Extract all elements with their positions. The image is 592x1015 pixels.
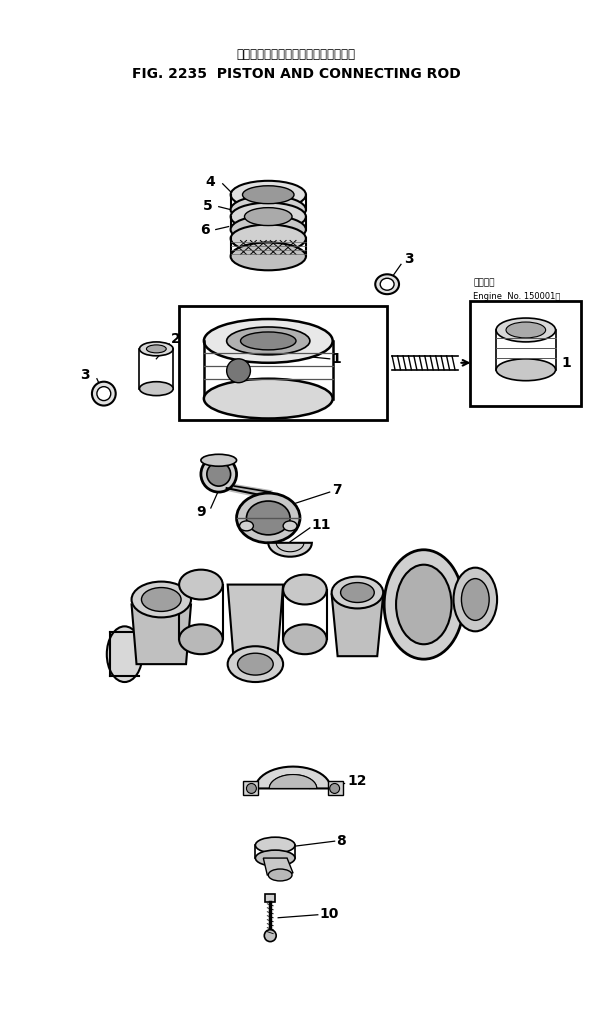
Text: 7: 7 bbox=[332, 483, 341, 497]
Ellipse shape bbox=[140, 382, 173, 396]
Ellipse shape bbox=[283, 521, 297, 531]
Ellipse shape bbox=[332, 577, 383, 608]
Ellipse shape bbox=[131, 582, 191, 617]
Bar bbox=[328, 782, 343, 796]
Ellipse shape bbox=[231, 203, 306, 230]
Text: 10: 10 bbox=[320, 906, 339, 921]
Text: 適用号機: 適用号機 bbox=[474, 279, 495, 287]
Ellipse shape bbox=[231, 181, 306, 209]
Polygon shape bbox=[131, 605, 191, 664]
Polygon shape bbox=[268, 543, 312, 556]
Text: 5: 5 bbox=[203, 199, 213, 213]
Bar bbox=[471, 301, 581, 406]
Text: 1: 1 bbox=[561, 356, 571, 369]
Ellipse shape bbox=[496, 359, 555, 381]
Ellipse shape bbox=[283, 624, 327, 655]
Ellipse shape bbox=[207, 462, 231, 486]
Ellipse shape bbox=[255, 851, 295, 866]
Bar bbox=[179, 307, 387, 420]
Text: FIG. 2235  PISTON AND CONNECTING ROD: FIG. 2235 PISTON AND CONNECTING ROD bbox=[131, 67, 461, 81]
Text: 8: 8 bbox=[337, 834, 346, 849]
Ellipse shape bbox=[179, 569, 223, 600]
Text: 12: 12 bbox=[348, 774, 367, 789]
Ellipse shape bbox=[107, 626, 143, 682]
Ellipse shape bbox=[146, 345, 166, 353]
Ellipse shape bbox=[140, 342, 173, 356]
Text: 3: 3 bbox=[404, 253, 414, 266]
Text: 9: 9 bbox=[196, 505, 205, 519]
Ellipse shape bbox=[244, 208, 292, 225]
Ellipse shape bbox=[237, 654, 274, 675]
Ellipse shape bbox=[240, 521, 253, 531]
Ellipse shape bbox=[380, 278, 394, 290]
Ellipse shape bbox=[246, 501, 290, 535]
Ellipse shape bbox=[92, 382, 115, 406]
Ellipse shape bbox=[231, 196, 306, 223]
Ellipse shape bbox=[330, 784, 340, 794]
Ellipse shape bbox=[141, 588, 181, 611]
Ellipse shape bbox=[453, 567, 497, 631]
Ellipse shape bbox=[496, 318, 555, 342]
Ellipse shape bbox=[283, 574, 327, 605]
Ellipse shape bbox=[201, 457, 237, 492]
Ellipse shape bbox=[264, 930, 276, 942]
Ellipse shape bbox=[240, 332, 296, 350]
Text: 6: 6 bbox=[200, 222, 210, 236]
Text: 3: 3 bbox=[80, 367, 89, 382]
Ellipse shape bbox=[506, 322, 546, 338]
Ellipse shape bbox=[227, 359, 250, 383]
Text: 4: 4 bbox=[206, 175, 215, 189]
Ellipse shape bbox=[231, 224, 306, 253]
Text: ピストンおよびコネクティングロッド: ピストンおよびコネクティングロッド bbox=[236, 48, 356, 61]
Ellipse shape bbox=[237, 493, 300, 543]
Polygon shape bbox=[255, 766, 331, 789]
Ellipse shape bbox=[375, 274, 399, 294]
Ellipse shape bbox=[243, 186, 294, 204]
Polygon shape bbox=[332, 595, 383, 656]
Bar bbox=[265, 894, 275, 902]
Ellipse shape bbox=[179, 624, 223, 655]
Ellipse shape bbox=[97, 387, 111, 401]
Polygon shape bbox=[228, 585, 283, 659]
Text: 11: 11 bbox=[312, 518, 332, 532]
Ellipse shape bbox=[461, 579, 489, 620]
Ellipse shape bbox=[340, 583, 374, 603]
Ellipse shape bbox=[268, 869, 292, 881]
Ellipse shape bbox=[396, 564, 452, 645]
Ellipse shape bbox=[204, 379, 333, 418]
Ellipse shape bbox=[231, 215, 306, 244]
Ellipse shape bbox=[201, 455, 237, 466]
Ellipse shape bbox=[204, 319, 333, 362]
Ellipse shape bbox=[228, 647, 283, 682]
Text: 2: 2 bbox=[171, 332, 181, 346]
Ellipse shape bbox=[231, 243, 306, 270]
Polygon shape bbox=[263, 858, 293, 875]
Ellipse shape bbox=[384, 550, 464, 659]
Bar bbox=[243, 782, 258, 796]
Ellipse shape bbox=[255, 837, 295, 853]
Polygon shape bbox=[269, 774, 317, 789]
Text: Engine  No. 150001～: Engine No. 150001～ bbox=[474, 291, 561, 300]
Text: 1: 1 bbox=[332, 352, 342, 365]
Ellipse shape bbox=[227, 327, 310, 355]
Ellipse shape bbox=[246, 784, 256, 794]
